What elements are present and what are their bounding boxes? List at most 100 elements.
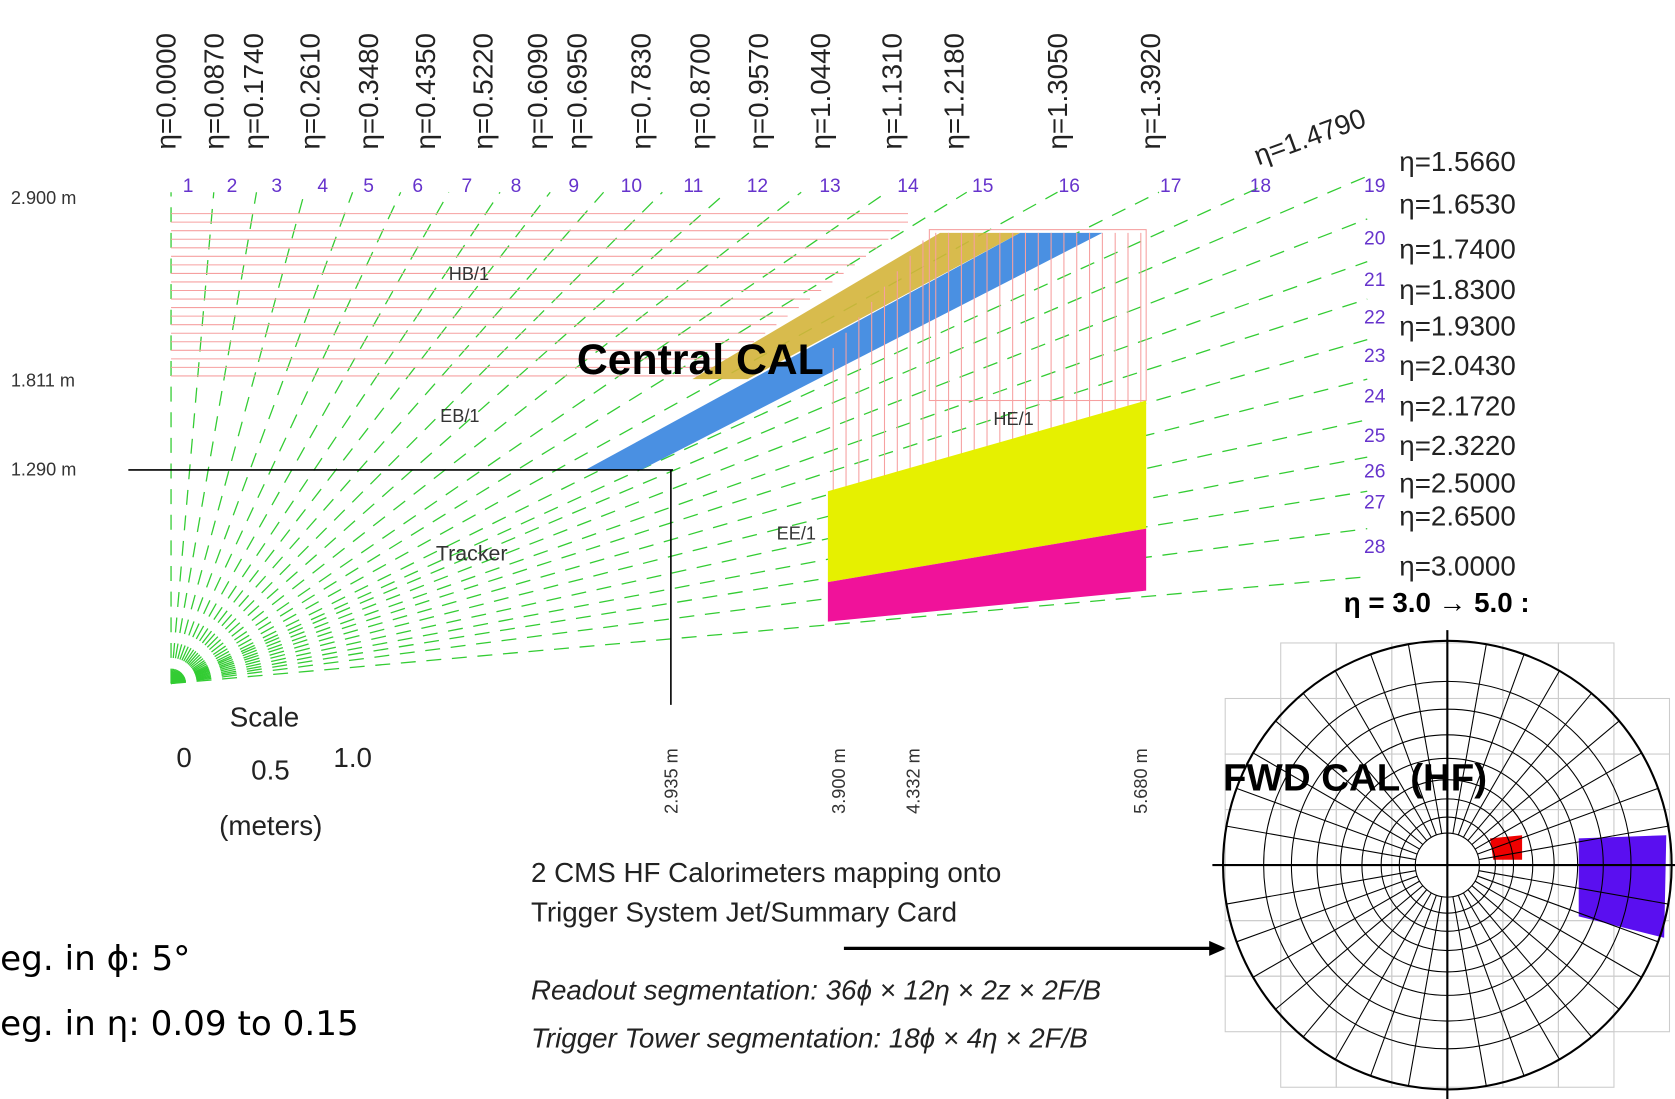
tower-number: 8 — [511, 176, 522, 197]
tower-number: 15 — [972, 176, 993, 197]
tower-number: 17 — [1160, 176, 1181, 197]
scale-title: Scale — [230, 701, 299, 732]
eta-label: η=1.0440 — [805, 33, 836, 150]
scale-tick: 0 — [176, 742, 191, 773]
eta-ray — [171, 192, 353, 683]
tower-number: 19 — [1364, 176, 1385, 197]
hf-tile — [1336, 921, 1392, 977]
tower-number: 26 — [1364, 461, 1385, 482]
eta-ray — [171, 192, 214, 683]
eta-label: η=1.3920 — [1135, 33, 1166, 150]
tower-number: 16 — [1059, 176, 1080, 197]
tower-number: 24 — [1364, 387, 1386, 408]
hf-tile — [1503, 921, 1559, 977]
segmentation: Trigger Tower segmentation: 18ϕ × 4η × 2… — [531, 1023, 1088, 1054]
eta-label: η=1.9300 — [1399, 310, 1516, 341]
hf-tile — [1392, 1032, 1448, 1088]
hf-spoke — [1276, 886, 1423, 1010]
eta-label: η=1.8300 — [1399, 274, 1516, 305]
hf-tile — [1281, 921, 1337, 977]
segmentation: Readout segmentation: 36ϕ × 12η × 2z × 2… — [531, 975, 1101, 1006]
z-label: 5.680 m — [1131, 748, 1151, 814]
z-label: 3.900 m — [829, 748, 849, 814]
hf-wheel — [1212, 630, 1675, 1099]
eta-label: η=0.0000 — [150, 33, 181, 150]
hf-tile — [1225, 810, 1281, 866]
tower-number: 22 — [1364, 308, 1385, 329]
eta-ray — [171, 192, 305, 683]
forward-label: FWD CAL (HF) — [1223, 756, 1487, 799]
eta-label: η=0.6950 — [562, 33, 593, 150]
hf-tile — [1558, 921, 1614, 977]
hf-spoke — [1468, 890, 1592, 1037]
eta-ray — [171, 192, 604, 683]
note: eg. in η: 0.09 to 0.15 — [0, 1004, 359, 1044]
diagram: HB/1 EB/1 HE/1 EE/1 Tracker Central CAL … — [0, 0, 1675, 1099]
radius-label: 1.811 m — [11, 371, 75, 391]
eta-label: η=0.6090 — [522, 33, 553, 150]
eta-ray — [171, 192, 449, 683]
eta-label: η=2.6500 — [1399, 500, 1516, 531]
tower-number: 12 — [747, 176, 768, 197]
z-label: 2.935 m — [661, 748, 681, 814]
eta-label: η=1.4790 — [1250, 102, 1370, 171]
hf-tile — [1447, 1032, 1503, 1088]
note: eg. in ϕ: 5° — [0, 939, 190, 979]
eta-label: η=1.2180 — [939, 33, 970, 150]
eta-ray — [171, 192, 887, 683]
eta-label: η=2.3220 — [1399, 430, 1516, 461]
hf-spoke — [1303, 890, 1427, 1037]
eta-label: η=0.8700 — [684, 33, 715, 150]
tower-number: 21 — [1364, 270, 1385, 291]
tower-number: 9 — [568, 176, 579, 197]
region-label: HE/1 — [993, 409, 1033, 429]
eta-label: η=0.1740 — [238, 33, 269, 150]
tower-number: 11 — [683, 176, 703, 197]
eta-label: η=1.7400 — [1399, 233, 1516, 264]
region-label: EB/1 — [440, 406, 479, 426]
tower-number: 23 — [1364, 346, 1385, 367]
eta-label: η=2.0430 — [1399, 350, 1516, 381]
hf-tile — [1336, 976, 1392, 1032]
eta-label: η=2.1720 — [1399, 390, 1516, 421]
tower-number: 2 — [227, 176, 238, 197]
tower-number: 3 — [271, 176, 282, 197]
scale-tick: 0.5 — [251, 755, 290, 786]
eta-label: η=0.7830 — [626, 33, 657, 150]
eta-ray — [171, 529, 1367, 684]
eta-ray — [171, 379, 1367, 683]
tower-number: 10 — [621, 176, 642, 197]
radius-label: 2.900 m — [11, 188, 77, 208]
hf-tile — [1558, 754, 1614, 810]
tower-number: 13 — [819, 176, 840, 197]
eta-label: η=0.3480 — [353, 33, 384, 150]
tower-number: 4 — [317, 176, 328, 197]
eta-label: η=0.4350 — [410, 33, 441, 150]
eta-label: η=1.3050 — [1042, 33, 1073, 150]
eta-ray — [171, 192, 256, 683]
eta-label: η=1.5660 — [1399, 146, 1516, 177]
eta-ray — [171, 176, 1367, 683]
eta-label: η=3.0000 — [1399, 551, 1516, 582]
hf-tile — [1392, 643, 1448, 699]
eta-ray — [171, 192, 662, 683]
tower-number: 1 — [183, 176, 194, 197]
region-label: Tracker — [436, 542, 508, 566]
eta-ray — [171, 577, 1367, 684]
eta-ray — [171, 420, 1367, 684]
scale-unit: (meters) — [219, 810, 322, 841]
eta-label: η=1.6530 — [1399, 189, 1516, 220]
tower-number: 27 — [1364, 492, 1385, 513]
eta-label: η=0.5220 — [468, 33, 499, 150]
central-label: Central CAL — [577, 336, 824, 384]
tower-number: 18 — [1250, 176, 1271, 197]
hf-tile — [1503, 754, 1559, 810]
tower-number: 7 — [462, 176, 473, 197]
eta-label: η=1.1310 — [877, 33, 908, 150]
arrow-head — [1209, 941, 1226, 956]
caption: 2 CMS HF Calorimeters mapping onto — [531, 857, 1001, 888]
hf-tile — [1447, 643, 1503, 699]
tower-number: 5 — [363, 176, 374, 197]
region-label: HB/1 — [449, 264, 489, 284]
tower-number: 20 — [1364, 229, 1385, 250]
